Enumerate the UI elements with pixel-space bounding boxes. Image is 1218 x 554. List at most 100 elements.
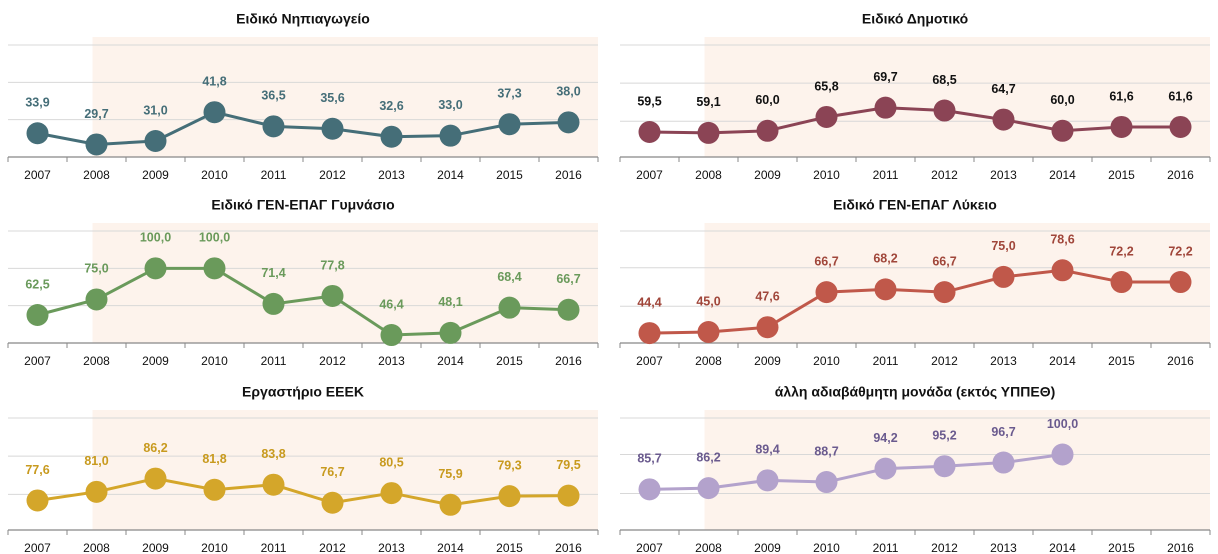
marker (1110, 115, 1133, 138)
data-label: 81,8 (202, 452, 226, 466)
x-tick-label: 2014 (437, 354, 464, 368)
x-tick-label: 2014 (437, 541, 464, 554)
x-tick-label: 2011 (261, 541, 287, 554)
data-label: 71,4 (261, 266, 285, 280)
marker (439, 124, 462, 147)
chart-title: Ειδικό ΓΕΝ-ΕΠΑΓ Λύκειο (833, 197, 997, 213)
x-tick-label: 2011 (873, 541, 899, 554)
marker (992, 451, 1015, 474)
marker (1169, 115, 1192, 138)
data-label: 45,0 (696, 294, 720, 308)
x-tick-label: 2008 (83, 168, 110, 182)
marker (697, 121, 720, 144)
marker (26, 489, 49, 512)
data-label: 36,5 (261, 89, 285, 103)
marker (933, 281, 956, 304)
marker (26, 122, 49, 145)
x-tick-label: 2015 (496, 541, 523, 554)
data-label: 65,8 (814, 79, 838, 93)
x-tick-label: 2011 (261, 168, 287, 182)
data-label: 76,7 (320, 465, 344, 479)
x-tick-label: 2014 (1049, 168, 1076, 182)
x-tick-label: 2007 (636, 541, 663, 554)
x-tick-label: 2013 (990, 354, 1017, 368)
data-label: 29,7 (84, 107, 108, 121)
data-label: 75,0 (84, 262, 108, 276)
marker (262, 292, 285, 315)
marker (321, 491, 344, 514)
data-label: 100,0 (140, 231, 171, 245)
data-label: 100,0 (1047, 417, 1078, 431)
x-tick-label: 2013 (378, 168, 405, 182)
x-tick-label: 2010 (813, 354, 840, 368)
data-label: 35,6 (320, 91, 344, 105)
marker (203, 257, 226, 280)
data-label: 46,4 (379, 297, 403, 311)
x-tick-label: 2007 (24, 168, 51, 182)
marker (874, 457, 897, 480)
marker (85, 480, 108, 503)
marker (638, 120, 661, 143)
x-tick-label: 2016 (1167, 541, 1194, 554)
data-label: 41,8 (202, 74, 226, 88)
line (649, 268, 1181, 335)
data-label: 37,3 (497, 86, 521, 100)
marker (498, 296, 521, 319)
marker (933, 99, 956, 122)
line (37, 110, 569, 146)
marker (380, 482, 403, 505)
data-label: 68,2 (873, 252, 897, 266)
data-label: 94,2 (873, 431, 897, 445)
marker (557, 484, 580, 507)
x-tick-label: 2014 (1049, 541, 1076, 554)
data-label: 60,0 (755, 93, 779, 107)
marker (815, 471, 838, 494)
x-tick-label: 2009 (754, 354, 781, 368)
marker (262, 473, 285, 496)
x-tick-label: 2009 (142, 168, 169, 182)
x-tick-label: 2012 (931, 168, 958, 182)
data-label: 38,0 (556, 85, 580, 99)
x-tick-label: 2016 (555, 168, 582, 182)
x-tick-label: 2008 (695, 541, 722, 554)
data-label: 59,5 (637, 94, 661, 108)
shading (92, 223, 598, 343)
x-tick-label: 2011 (261, 354, 287, 368)
marker (144, 257, 167, 280)
line (37, 477, 569, 507)
marker (203, 101, 226, 124)
x-tick-label: 2016 (555, 541, 582, 554)
x-tick-label: 2014 (437, 168, 464, 182)
marker (992, 108, 1015, 131)
data-label: 59,1 (696, 95, 720, 109)
line (649, 106, 1181, 135)
x-tick-label: 2013 (378, 541, 405, 554)
marker (380, 324, 403, 347)
data-label: 85,7 (637, 452, 661, 466)
data-label: 72,2 (1109, 244, 1133, 258)
marker (1051, 259, 1074, 282)
chart-title: Ειδικό Δημοτικό (862, 11, 968, 27)
x-tick-label: 2009 (754, 168, 781, 182)
data-label: 86,2 (143, 441, 167, 455)
x-tick-label: 2010 (813, 168, 840, 182)
data-label: 96,7 (991, 425, 1015, 439)
data-label: 72,2 (1168, 244, 1192, 258)
x-tick-label: 2008 (83, 541, 110, 554)
chart-title: άλλη αδιαβάθμητη μονάδα (εκτός ΥΠΠΕΘ) (775, 384, 1056, 400)
x-tick-label: 2009 (142, 354, 169, 368)
data-label: 77,8 (320, 258, 344, 272)
marker (557, 111, 580, 134)
x-tick-label: 2012 (319, 354, 346, 368)
marker (1110, 271, 1133, 294)
x-tick-label: 2011 (873, 168, 899, 182)
marker (1051, 119, 1074, 142)
marker (85, 288, 108, 311)
data-label: 48,1 (438, 295, 462, 309)
x-tick-label: 2007 (24, 354, 51, 368)
marker (321, 284, 344, 307)
x-tick-label: 2007 (24, 541, 51, 554)
marker (815, 105, 838, 128)
x-tick-label: 2011 (873, 354, 899, 368)
